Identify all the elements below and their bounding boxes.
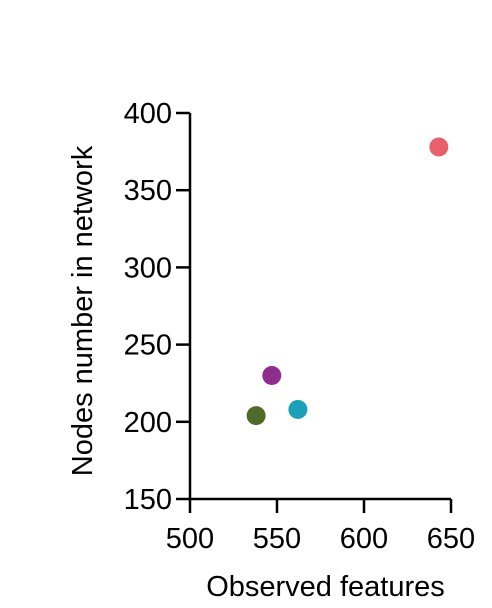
scatter-point	[262, 365, 282, 385]
y-tick-label: 200	[124, 407, 172, 439]
scatter-point	[246, 406, 266, 426]
y-tick-label: 250	[124, 330, 172, 362]
y-tick-label: 350	[124, 175, 172, 207]
scatter-point	[429, 137, 449, 157]
y-axis: 150 200 250 300 350 400	[124, 98, 192, 516]
x-axis: 500 550 600 650	[166, 497, 475, 555]
y-tick-label: 400	[124, 98, 172, 130]
x-tick-label: 600	[340, 523, 388, 555]
x-axis-title: Observed features	[206, 571, 445, 603]
y-tick-label: 300	[124, 252, 172, 284]
y-axis-title: Nodes number in network	[67, 145, 99, 476]
x-tick-label: 500	[166, 523, 214, 555]
data-points	[246, 137, 449, 426]
x-tick-label: 550	[253, 523, 301, 555]
x-tick-label: 650	[427, 523, 475, 555]
scatter-point	[288, 399, 308, 419]
y-tick-label: 150	[124, 484, 172, 516]
